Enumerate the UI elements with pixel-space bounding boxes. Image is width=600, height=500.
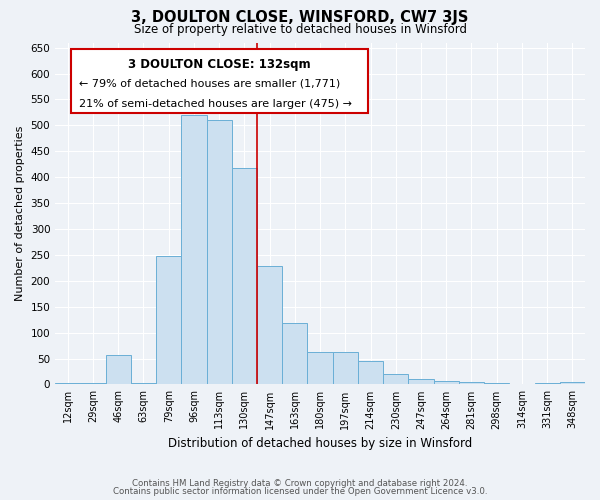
Bar (282, 324, 307, 384)
Bar (181, 115, 206, 384)
Bar (409, 379, 434, 384)
Y-axis label: Number of detached properties: Number of detached properties (15, 126, 25, 301)
Text: 3 DOULTON CLOSE: 132sqm: 3 DOULTON CLOSE: 132sqm (128, 58, 311, 71)
Bar (257, 266, 282, 384)
Text: ← 79% of detached houses are smaller (1,771): ← 79% of detached houses are smaller (1,… (79, 78, 340, 88)
Bar (232, 168, 257, 384)
Bar (106, 355, 131, 384)
Text: Contains HM Land Registry data © Crown copyright and database right 2024.: Contains HM Land Registry data © Crown c… (132, 478, 468, 488)
Bar (383, 374, 409, 384)
Bar (358, 361, 383, 384)
Bar (206, 120, 232, 384)
Text: Size of property relative to detached houses in Winsford: Size of property relative to detached ho… (133, 22, 467, 36)
Bar (307, 352, 332, 384)
Bar (131, 383, 156, 384)
Text: Contains public sector information licensed under the Open Government Licence v3: Contains public sector information licen… (113, 487, 487, 496)
Bar (459, 382, 484, 384)
X-axis label: Distribution of detached houses by size in Winsford: Distribution of detached houses by size … (168, 437, 472, 450)
Bar (80, 383, 106, 384)
Bar (434, 381, 459, 384)
FancyBboxPatch shape (71, 50, 368, 112)
Bar (560, 382, 585, 384)
Bar (332, 352, 358, 384)
Bar (156, 256, 181, 384)
Text: 3, DOULTON CLOSE, WINSFORD, CW7 3JS: 3, DOULTON CLOSE, WINSFORD, CW7 3JS (131, 10, 469, 25)
Text: 21% of semi-detached houses are larger (475) →: 21% of semi-detached houses are larger (… (79, 99, 352, 109)
